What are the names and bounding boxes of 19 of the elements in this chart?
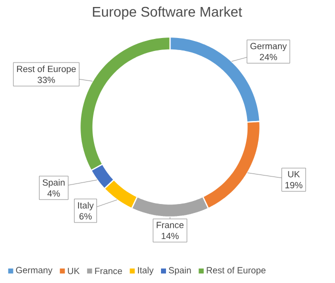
legend-label: Italy — [138, 266, 154, 276]
data-label: 4% — [47, 190, 60, 197]
slice-label: Spain — [42, 179, 65, 188]
legend-label: UK — [68, 268, 80, 274]
slice-label: Italy — [78, 202, 94, 210]
slice-label: Rest of Europe — [17, 66, 76, 74]
legend-label: Rest of Europe — [206, 266, 266, 276]
slice-label: France — [156, 222, 184, 228]
legend-label: Spain — [168, 266, 191, 276]
legend-label: France — [95, 268, 122, 274]
data-label: 33% — [38, 76, 55, 84]
data-label: 19% — [285, 182, 302, 188]
data-label: 14% — [162, 232, 179, 240]
data-label: 6% — [79, 213, 92, 220]
chart-title: Europe Software Market — [92, 6, 242, 20]
slice-label: UK — [288, 171, 300, 178]
data-label: 24% — [260, 54, 278, 60]
legend-label: Germany — [16, 266, 52, 276]
slice-label: Germany — [250, 42, 287, 52]
